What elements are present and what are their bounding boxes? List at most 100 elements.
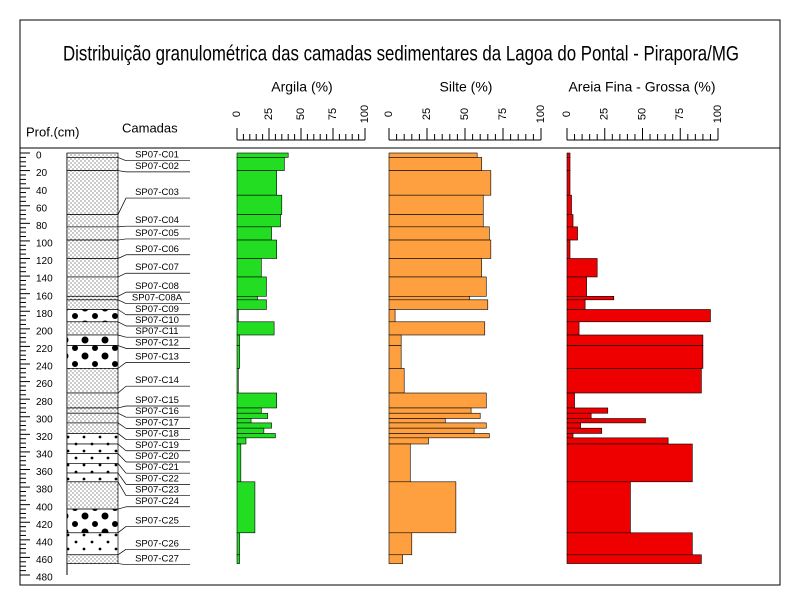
bar (566, 433, 574, 439)
bar (566, 437, 669, 445)
layer-label: SP07-C11 (135, 326, 178, 337)
lithology-layer (66, 299, 119, 310)
layer-label: SP07-C12 (135, 337, 179, 348)
layer-label: SP07-C16 (135, 406, 179, 417)
x-tick-label: 75 (327, 108, 339, 120)
bar (236, 239, 277, 259)
layer-leader (117, 563, 127, 566)
bar (236, 299, 267, 310)
layer-leader (117, 443, 127, 452)
layer-label: SP07-C23 (135, 485, 179, 496)
panel-title: Argila (%) (271, 79, 332, 95)
bar (388, 427, 475, 434)
y-tick-label: 0 (36, 151, 42, 162)
x-tick-label: 50 (459, 108, 471, 120)
bar (566, 422, 581, 429)
bar (388, 299, 489, 310)
lithology-layer (66, 321, 119, 336)
bar (566, 554, 702, 564)
lithology-layer (66, 239, 119, 259)
bar (566, 258, 598, 278)
bar (236, 226, 272, 241)
bar (236, 418, 252, 424)
layer-label: SP07-C26 (135, 538, 179, 549)
lithology-layer (66, 422, 119, 434)
x-tick-label: 100 (359, 105, 371, 123)
y-tick-label: 220 (36, 344, 53, 355)
lithology-layer (66, 453, 119, 464)
lithology-layer (66, 309, 119, 323)
bar (236, 157, 285, 171)
layer-label: SP07-C19 (135, 440, 179, 451)
bar (388, 532, 413, 556)
x-tick-label: 75 (674, 108, 686, 120)
layer-leader (117, 272, 127, 278)
bar (566, 226, 578, 241)
bar (566, 427, 603, 434)
layer-leader (117, 385, 127, 394)
lithology-layer (66, 334, 119, 346)
x-tick-label: 0 (383, 111, 395, 117)
bar (388, 433, 490, 439)
layer-label: SP07-C09 (135, 304, 179, 315)
layer-leader (117, 362, 127, 369)
bar (566, 368, 702, 394)
y-tick-label: 180 (36, 309, 53, 320)
y-tick-label: 100 (36, 239, 53, 250)
y-tick-label: 460 (36, 555, 53, 566)
layer-leader (117, 291, 127, 297)
bar (236, 258, 262, 278)
layer-label: SP07-C07 (135, 262, 179, 273)
bar (566, 194, 572, 215)
bar (566, 443, 693, 483)
bar (236, 554, 240, 564)
lithology-layer (66, 532, 119, 556)
layer-leader (117, 299, 127, 304)
bar (236, 194, 283, 215)
bar (566, 299, 586, 310)
lithology-layer (66, 368, 119, 394)
y-tick-label: 320 (36, 432, 53, 443)
lithology-layer (66, 407, 119, 414)
bar (566, 321, 580, 336)
lithology-layer (66, 152, 119, 158)
layer-label: SP07-C05 (135, 228, 179, 239)
layer-label: SP07-C06 (135, 244, 179, 255)
bar (566, 309, 711, 323)
bar (388, 226, 490, 241)
bar (566, 481, 631, 534)
bar (566, 276, 587, 297)
y-tick-label: 20 (36, 168, 48, 179)
layer-leader (117, 549, 127, 556)
bar (388, 276, 487, 297)
y-tick-label: 480 (36, 573, 53, 584)
bar (236, 214, 281, 228)
lithology-layer (66, 554, 119, 564)
bar (388, 309, 396, 323)
bar (388, 157, 483, 171)
bar (388, 554, 403, 564)
bar (566, 296, 615, 301)
bar (388, 412, 481, 419)
layer-leader (117, 254, 127, 259)
bar (566, 345, 704, 369)
bar (388, 422, 487, 429)
layer-leader (117, 506, 127, 510)
lithology-layer (66, 170, 119, 215)
bar (236, 407, 262, 414)
bar (236, 345, 240, 369)
layer-label: SP07-C01 (135, 150, 179, 161)
layer-label: SP07-C17 (135, 417, 179, 428)
layer-label: SP07-C10 (135, 315, 179, 326)
bar (566, 407, 609, 414)
y-tick-label: 280 (36, 397, 53, 408)
y-tick-label: 440 (36, 537, 53, 548)
layer-label: SP07-C03 (135, 187, 179, 198)
bar (388, 437, 429, 445)
layer-leader (117, 197, 127, 215)
x-tick-label: 25 (263, 108, 275, 120)
layer-label: SP07-C27 (135, 554, 179, 565)
bar (388, 334, 402, 346)
layer-leader (117, 157, 127, 162)
